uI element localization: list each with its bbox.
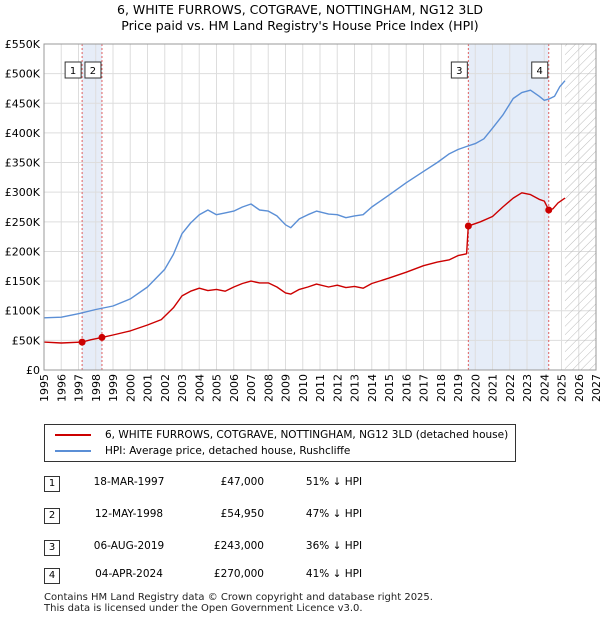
- legend-item-hpi: HPI: Average price, detached house, Rush…: [55, 443, 350, 459]
- x-tick-label: 2006: [228, 374, 241, 402]
- y-tick-label: £250K: [5, 216, 41, 229]
- sale-marker-box: [64, 61, 82, 79]
- sale-point: [545, 206, 553, 214]
- x-tick-label: 1995: [38, 374, 51, 402]
- y-tick-label: £100K: [5, 305, 41, 318]
- sale-marker-label: 4: [537, 66, 543, 77]
- transaction-price: £54,950: [220, 508, 264, 520]
- x-tick-label: 2007: [245, 374, 258, 402]
- y-tick-label: £50K: [12, 334, 41, 347]
- plot-area-frame: [43, 43, 597, 371]
- transaction-price: £243,000: [213, 540, 264, 552]
- x-tick-label: 2019: [452, 374, 465, 402]
- transaction-date: 06-AUG-2019: [93, 540, 165, 552]
- y-tick-label: £200K: [5, 245, 41, 258]
- x-tick-label: 2008: [262, 374, 275, 402]
- x-tick-label: 1997: [73, 374, 86, 402]
- x-tick-label: 2013: [349, 374, 362, 402]
- x-tick-label: 2025: [556, 374, 569, 402]
- transaction-number: 1: [44, 476, 60, 492]
- sale-marker-box: [450, 61, 468, 79]
- legend-swatch-property: [55, 434, 91, 436]
- x-tick-label: 2003: [176, 374, 189, 402]
- property-price-line: [43, 192, 566, 344]
- chart-subtitle: Price paid vs. HM Land Registry's House …: [121, 18, 479, 33]
- transaction-hpi: 47% ↓ HPI: [305, 508, 363, 520]
- footer-licence: This data is licensed under the Open Gov…: [44, 603, 363, 614]
- x-tick-label: 2005: [211, 374, 224, 402]
- sale-point: [464, 222, 472, 230]
- transaction-date: 12-MAY-1998: [94, 508, 164, 520]
- x-tick-label: 2022: [504, 374, 517, 402]
- sale-marker-box: [531, 61, 549, 79]
- legend-item-property: 6, WHITE FURROWS, COTGRAVE, NOTTINGHAM, …: [55, 427, 508, 443]
- sale-marker-label: 3: [456, 66, 462, 77]
- transaction-hpi: 41% ↓ HPI: [305, 568, 363, 580]
- transaction-date: 18-MAR-1997: [93, 476, 165, 488]
- forecast-hatch: [564, 44, 596, 370]
- x-tick-label: 2024: [538, 374, 551, 402]
- x-tick-label: 2001: [142, 374, 155, 402]
- x-tick-label: 2014: [366, 374, 379, 402]
- transaction-price: £270,000: [213, 568, 264, 580]
- x-tick-label: 2020: [469, 374, 482, 402]
- x-tick-label: 1996: [55, 374, 68, 402]
- y-tick-label: £350K: [5, 157, 41, 170]
- transaction-price: £47,000: [220, 476, 264, 488]
- transaction-hpi: 36% ↓ HPI: [305, 540, 363, 552]
- x-tick-label: 2017: [418, 374, 431, 402]
- x-tick-label: 2023: [521, 374, 534, 402]
- x-tick-label: 2027: [590, 374, 600, 402]
- legend-label-hpi: HPI: Average price, detached house, Rush…: [105, 445, 351, 457]
- y-tick-label: £550K: [5, 38, 41, 51]
- x-tick-label: 2004: [193, 374, 206, 402]
- transaction-number: 4: [44, 568, 60, 584]
- chart-title: 6, WHITE FURROWS, COTGRAVE, NOTTINGHAM, …: [117, 2, 483, 17]
- x-tick-label: 2026: [573, 374, 586, 402]
- x-tick-label: 2015: [383, 374, 396, 402]
- x-tick-label: 2012: [331, 374, 344, 402]
- transaction-number: 3: [44, 540, 60, 556]
- transaction-number: 2: [44, 508, 60, 524]
- y-tick-label: £450K: [5, 97, 41, 110]
- hpi-line: [43, 80, 566, 319]
- transaction-hpi: 51% ↓ HPI: [305, 476, 363, 488]
- legend: 6, WHITE FURROWS, COTGRAVE, NOTTINGHAM, …: [44, 424, 516, 462]
- legend-swatch-hpi: [55, 450, 91, 452]
- x-tick-label: 2002: [159, 374, 172, 402]
- sale-period-band: [468, 44, 549, 370]
- x-tick-label: 1998: [90, 374, 103, 402]
- x-tick-label: 2010: [297, 374, 310, 402]
- y-tick-label: £400K: [5, 127, 41, 140]
- x-tick-label: 1999: [107, 374, 120, 402]
- x-tick-label: 2011: [314, 374, 327, 402]
- x-tick-label: 2018: [435, 374, 448, 402]
- y-tick-label: £150K: [5, 275, 41, 288]
- sale-period-band: [82, 44, 102, 370]
- y-tick-label: £500K: [5, 68, 41, 81]
- x-tick-label: 2021: [487, 374, 500, 402]
- x-tick-label: 2009: [280, 374, 293, 402]
- price-chart: 1 2 3 4 £0 £50K £100K £150K £200K £250K £300K £350…: [5, 38, 600, 402]
- y-tick-label: £0: [26, 364, 40, 377]
- footer-copyright: Contains HM Land Registry data © Crown c…: [44, 592, 433, 603]
- x-tick-label: 2000: [124, 374, 137, 402]
- sale-point: [78, 338, 86, 346]
- x-tick-label: 2016: [400, 374, 413, 402]
- y-tick-label: £300K: [5, 186, 41, 199]
- sale-point: [98, 333, 106, 341]
- transaction-date: 04-APR-2024: [95, 568, 163, 580]
- sale-marker-box: [84, 61, 102, 79]
- sale-marker-label: 1: [70, 66, 76, 77]
- sale-marker-label: 2: [90, 66, 96, 77]
- legend-label-property: 6, WHITE FURROWS, COTGRAVE, NOTTINGHAM, …: [105, 429, 509, 441]
